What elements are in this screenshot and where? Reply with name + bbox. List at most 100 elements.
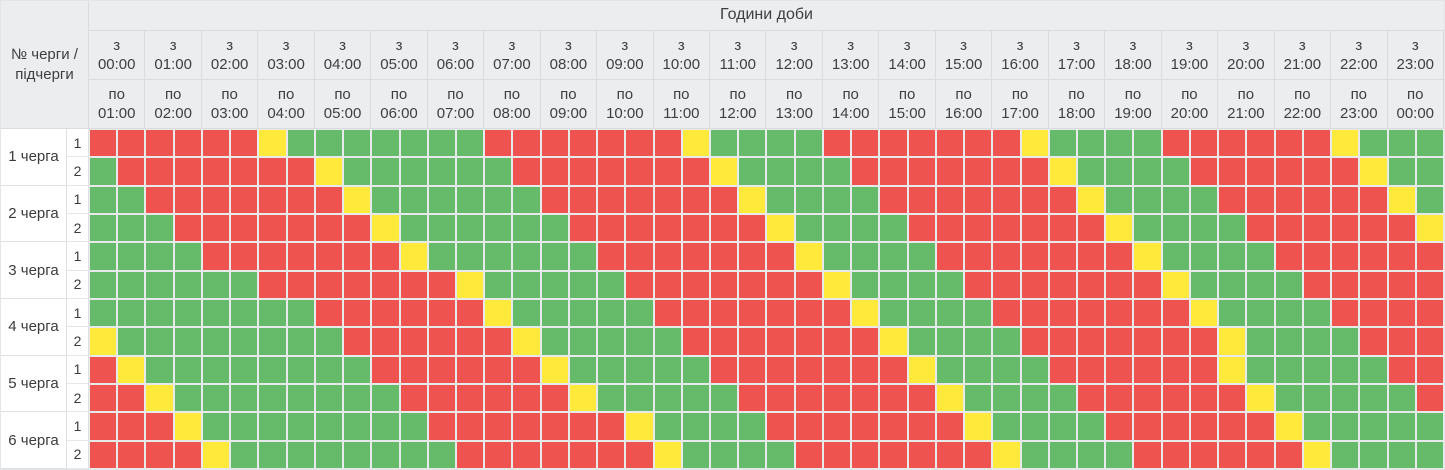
- slot-cell-power-on: [286, 299, 315, 328]
- slot-cell-power-on: [681, 440, 711, 469]
- slot-cell-outage: [314, 185, 344, 214]
- slot-cell-power-on: [314, 129, 344, 158]
- slot-cell-outage: [201, 129, 231, 158]
- hour-prefix-label: з: [226, 36, 234, 54]
- slot-cell-outage: [145, 412, 174, 441]
- slot-cell-outage: [1020, 299, 1049, 328]
- slot-cell-possible-outage: [625, 412, 654, 441]
- slot-cell-outage: [1218, 185, 1247, 214]
- slot-cell-outage: [964, 270, 993, 299]
- slot-cell-outage: [427, 270, 456, 299]
- slot-cell-outage: [1077, 327, 1106, 356]
- hour-prefix-label: з: [452, 36, 459, 54]
- slot-cell-outage: [286, 185, 315, 214]
- slot-cell-power-on: [484, 157, 513, 186]
- hour-prefix-label: по: [785, 85, 803, 103]
- slot-cell-power-on: [1415, 129, 1444, 158]
- slot-cell-power-on: [1133, 129, 1162, 158]
- hours-of-day-title: Години доби: [89, 1, 1444, 31]
- slot-cell-power-on: [286, 355, 315, 384]
- slot-cell-power-on: [1415, 185, 1444, 214]
- hour-prefix-label: по: [503, 85, 521, 103]
- slot-cell-possible-outage: [201, 440, 231, 469]
- slot-cell-power-on: [568, 327, 598, 356]
- slot-cell-power-on: [145, 214, 174, 243]
- subqueue-label: 2: [67, 440, 89, 469]
- slot-cell-power-on: [173, 270, 202, 299]
- hour-time-label: 14:00: [888, 56, 926, 73]
- slot-cell-outage: [540, 157, 569, 186]
- subqueue-label: 2: [67, 384, 89, 413]
- slot-cell-possible-outage: [145, 384, 174, 413]
- slot-cell-possible-outage: [371, 214, 400, 243]
- slot-cell-outage: [597, 157, 626, 186]
- slot-cell-outage: [1218, 157, 1247, 186]
- slot-cell-power-on: [992, 327, 1021, 356]
- slot-cell-power-on: [427, 242, 456, 271]
- hour-prefix-label: з: [113, 36, 121, 54]
- slot-cell-outage: [625, 129, 654, 158]
- slot-cell-outage: [1246, 440, 1275, 469]
- slot-cell-power-on: [399, 440, 428, 469]
- hour-time-label: 07:00: [436, 105, 475, 122]
- slot-cell-outage: [653, 129, 682, 158]
- slot-cell-power-on: [935, 270, 965, 299]
- slot-cell-outage: [427, 327, 456, 356]
- slot-cell-outage: [907, 157, 936, 186]
- slot-cell-power-on: [314, 412, 344, 441]
- slot-cell-power-on: [117, 214, 146, 243]
- slot-cell-power-on: [964, 299, 993, 328]
- slot-cell-power-on: [1415, 440, 1444, 469]
- slot-cell-outage: [1105, 270, 1134, 299]
- slot-cell-outage: [568, 440, 598, 469]
- slot-cell-outage: [399, 384, 428, 413]
- slot-cell-outage: [258, 270, 287, 299]
- slot-cell-outage: [879, 355, 908, 384]
- slot-cell-outage: [286, 214, 315, 243]
- slot-cell-outage: [907, 384, 936, 413]
- slot-cell-outage: [1246, 412, 1275, 441]
- slot-cell-power-on: [117, 185, 146, 214]
- slot-cell-power-on: [851, 242, 880, 271]
- slot-cell-outage: [568, 185, 598, 214]
- slot-cell-power-on: [399, 157, 428, 186]
- hour-time-label: 22:00: [1283, 105, 1322, 122]
- slot-cell-outage: [653, 185, 682, 214]
- slot-cell-outage: [851, 157, 880, 186]
- slot-cell-outage: [1189, 440, 1219, 469]
- slot-cell-possible-outage: [935, 384, 965, 413]
- slot-cell-power-on: [1331, 384, 1360, 413]
- slot-cell-outage: [314, 270, 344, 299]
- slot-cell-outage: [568, 157, 598, 186]
- slot-cell-power-on: [371, 185, 400, 214]
- slot-cell-power-on: [314, 327, 344, 356]
- slot-cell-power-on: [1020, 440, 1049, 469]
- slot-cell-power-on: [710, 384, 739, 413]
- hour-time-label: 11:00: [663, 105, 700, 122]
- hour-prefix-label: з: [395, 36, 403, 54]
- slot-cell-outage: [1189, 157, 1219, 186]
- hour-time-label: 13:00: [775, 105, 813, 122]
- slot-cell-outage: [117, 157, 146, 186]
- slot-cell-power-on: [1020, 412, 1049, 441]
- slot-cell-outage: [1302, 214, 1332, 243]
- hour-from-header: з 23:00: [1387, 31, 1444, 80]
- slot-cell-outage: [117, 440, 146, 469]
- slot-cell-power-on: [145, 327, 174, 356]
- slot-cell-outage: [1020, 157, 1049, 186]
- slot-cell-power-on: [907, 270, 936, 299]
- slot-cell-outage: [1274, 129, 1303, 158]
- slot-cell-outage: [738, 355, 767, 384]
- hour-prefix-label: з: [169, 36, 177, 54]
- slot-cell-power-on: [399, 185, 428, 214]
- slot-cell-outage: [681, 270, 711, 299]
- slot-cell-power-on: [1161, 214, 1190, 243]
- slot-cell-power-on: [1359, 129, 1388, 158]
- slot-cell-outage: [230, 214, 259, 243]
- hour-from-header: з 07:00: [484, 31, 541, 80]
- slot-cell-power-on: [343, 129, 372, 158]
- slot-cell-outage: [371, 299, 400, 328]
- slot-cell-power-on: [625, 299, 654, 328]
- slot-cell-power-on: [1048, 129, 1078, 158]
- hour-to-header: по 13:00: [766, 80, 823, 129]
